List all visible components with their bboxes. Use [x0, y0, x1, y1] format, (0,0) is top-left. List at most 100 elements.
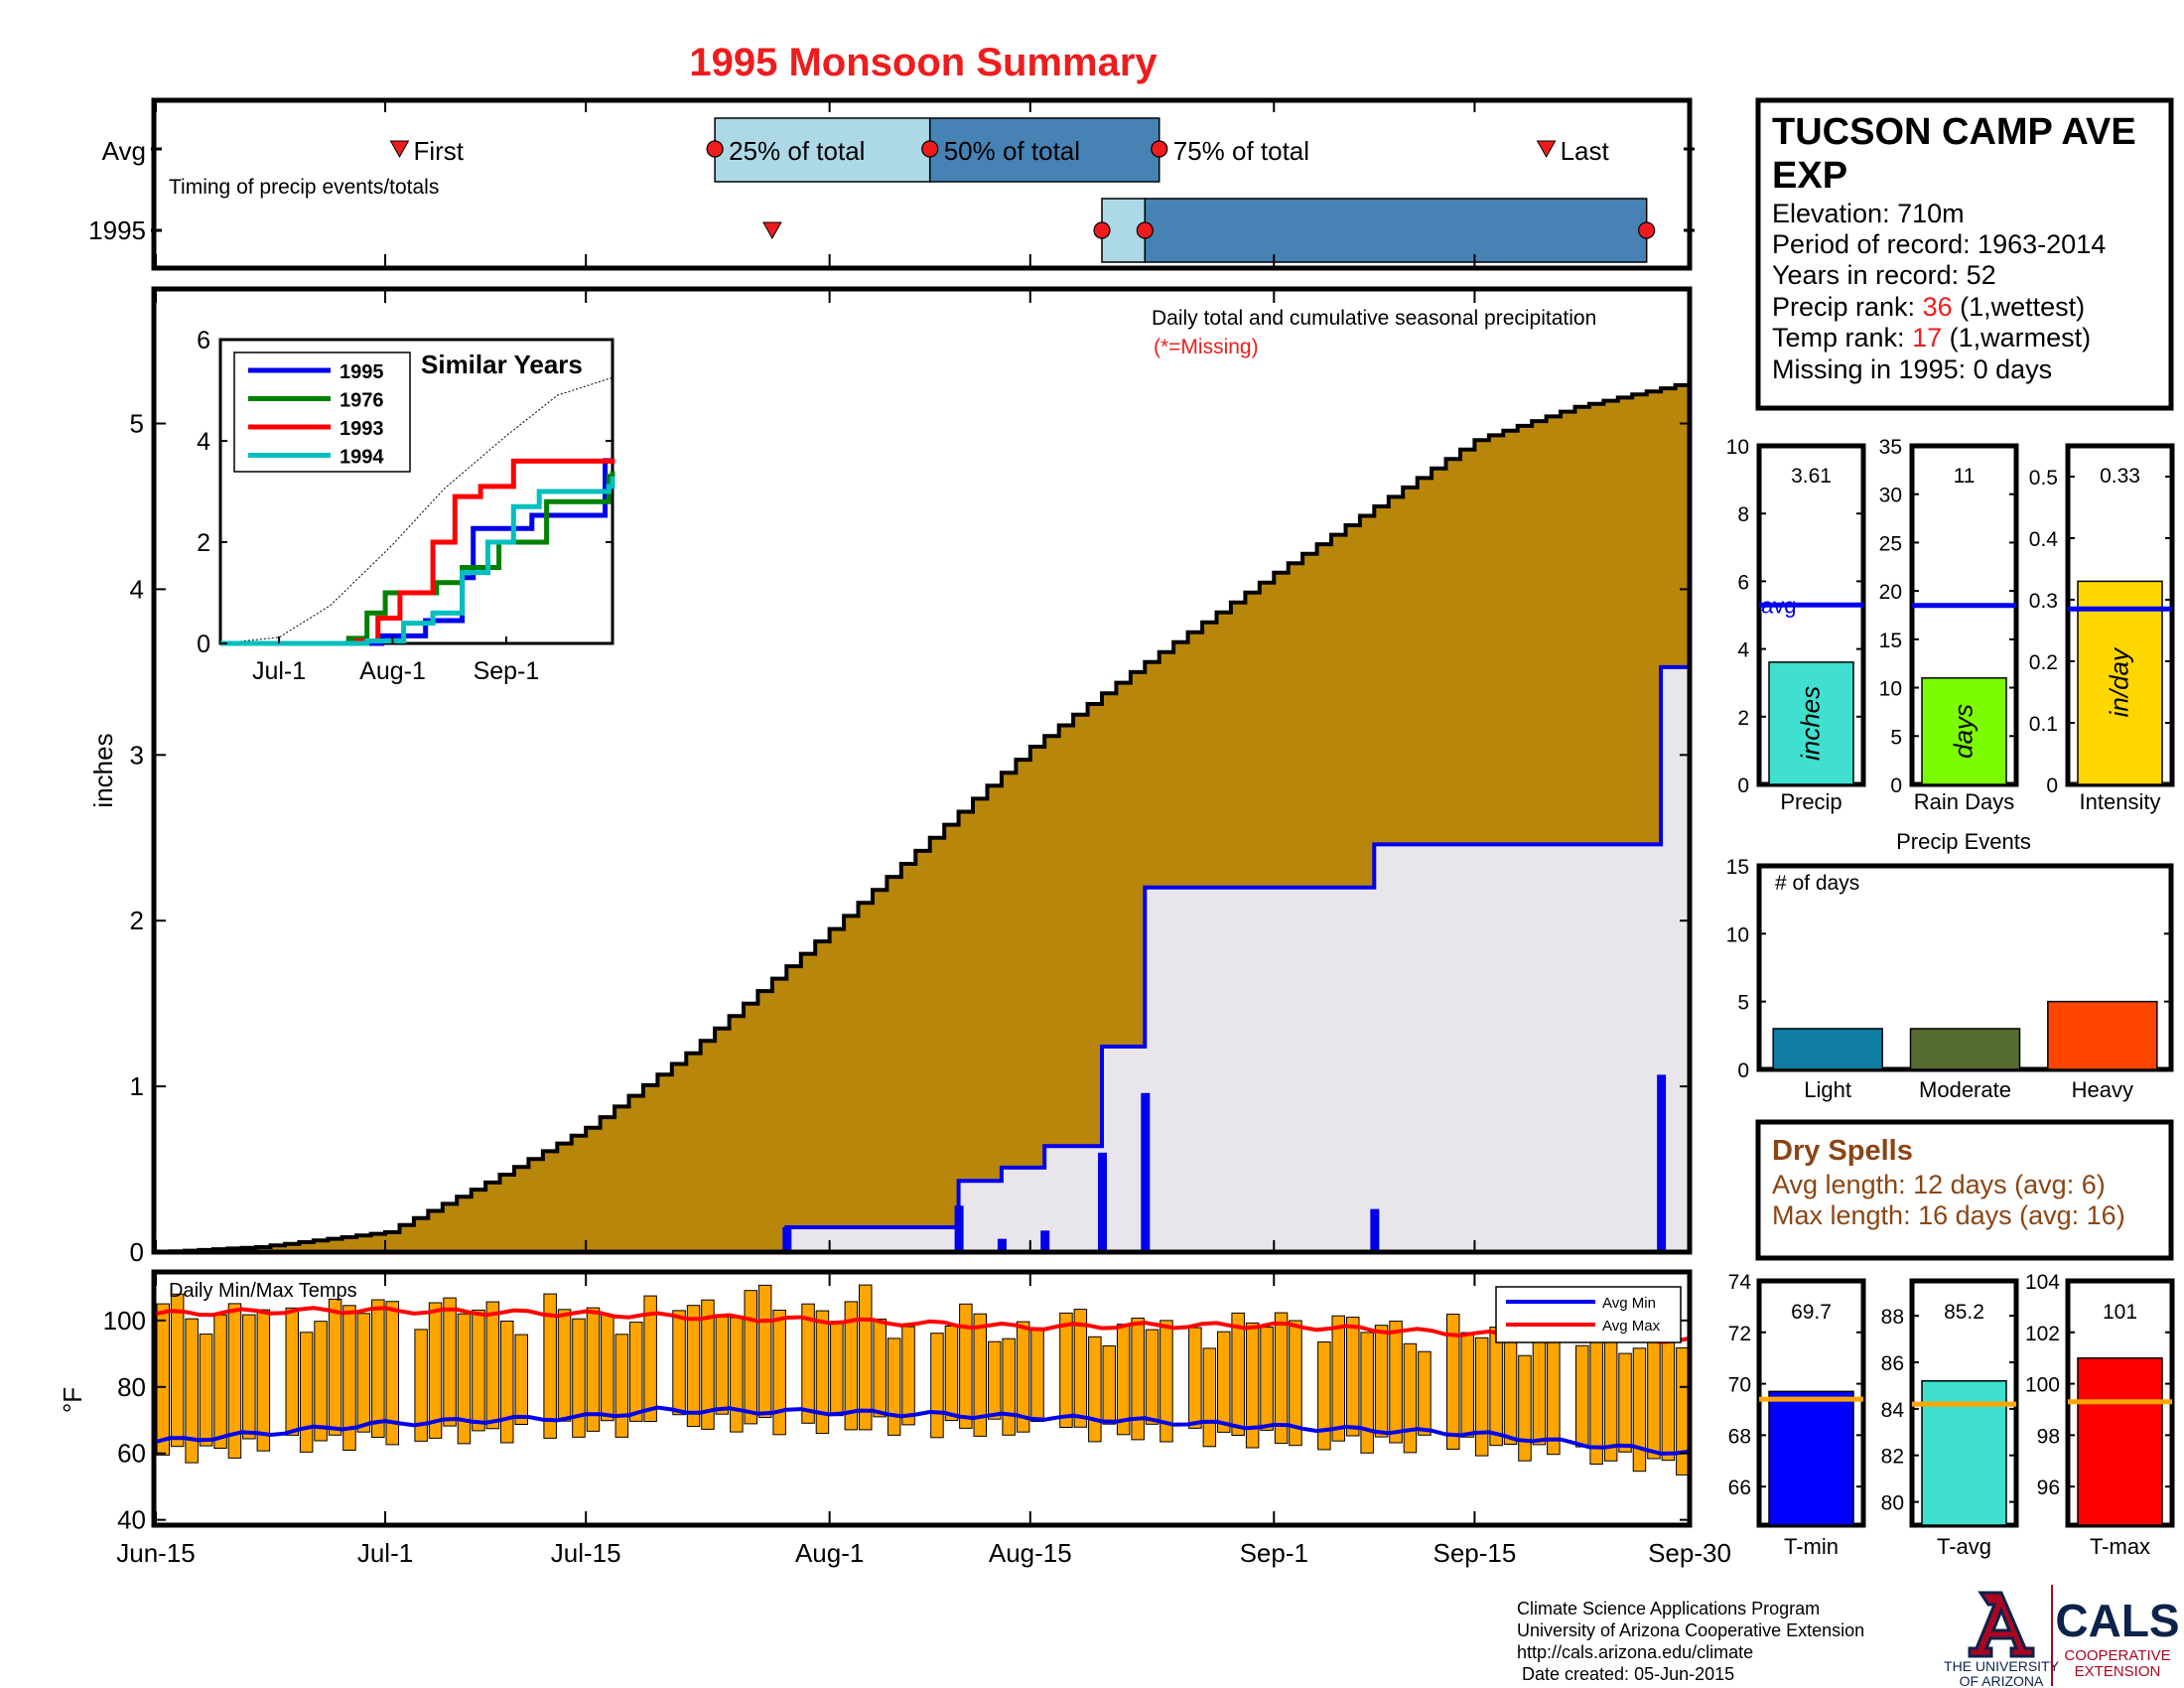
daily-temp-bar — [1260, 1327, 1274, 1431]
stat-ytick-label: 2 — [1737, 707, 1749, 730]
missing-note: (*=Missing) — [1154, 336, 1259, 358]
daily-temp-bar — [428, 1302, 443, 1439]
daily-temp-bar — [686, 1305, 701, 1428]
daily-temp-bar — [557, 1309, 572, 1422]
daily-temp-bar — [887, 1337, 901, 1436]
daily-temp-bar — [1460, 1332, 1474, 1438]
date-tick-label: Aug-1 — [795, 1538, 864, 1568]
timing-panel: First 25% of total 50% of total 75% of tota… — [88, 97, 1695, 271]
temps-ytick-label: 80 — [117, 1372, 146, 1402]
daily-temp-bar — [1575, 1344, 1589, 1448]
avg-p50-marker — [921, 140, 939, 158]
daily-temp-bar — [1274, 1312, 1289, 1445]
inset-legend-1993: 1993 — [340, 418, 384, 440]
precip-event-label: Moderate — [1919, 1077, 2011, 1102]
precip-event-label: Heavy — [2072, 1077, 2133, 1102]
daily-temp-bar — [1059, 1312, 1073, 1429]
ua-logo-text-2: OF ARIZONA — [1960, 1673, 2044, 1688]
precip-ytick-label: 1 — [130, 1071, 144, 1101]
events-ytick-label: 0 — [1737, 1059, 1749, 1082]
daily-temp-bar — [1317, 1341, 1331, 1451]
stat-label: Intensity — [2080, 789, 2161, 814]
footer-line-3: http://cals.arizona.edu/climate — [1517, 1642, 1753, 1662]
date-tick-label: Sep-1 — [1240, 1538, 1308, 1568]
daily-temp-bar — [256, 1309, 271, 1452]
temp-stat-label: T-min — [1784, 1534, 1839, 1559]
avg-q2-box — [928, 117, 1160, 183]
temp-stat-ytick-label: 82 — [1881, 1446, 1904, 1469]
temps-caption: Daily Min/Max Temps — [169, 1280, 357, 1302]
precip-events-title: Precip Events — [1896, 829, 2031, 854]
temps-ytick-label: 100 — [103, 1306, 146, 1336]
precip-stat-bars: 0 2 4 6 8 10 3.61 inches Precip avg 0 5 10 15 20 25 30 35… — [1726, 436, 2175, 814]
precip-event-bar — [1772, 1028, 1883, 1070]
daily-temp-bar — [1676, 1347, 1690, 1476]
daily-temp-bar — [744, 1290, 757, 1425]
date-tick-label: Sep-15 — [1433, 1538, 1516, 1568]
daily-temp-bar — [730, 1317, 744, 1433]
stat-label: Precip — [1780, 789, 1842, 814]
avg-max-line — [155, 1306, 1691, 1344]
temp-stat-label: T-max — [2090, 1534, 2150, 1559]
precip-event-bar — [1909, 1028, 2021, 1070]
inset-xtick-label: Jul-1 — [252, 657, 306, 685]
date-tick-label: Sep-30 — [1648, 1538, 1731, 1568]
year-first-marker — [762, 221, 782, 240]
footer-line-4: Date created: 05-Jun-2015 — [1517, 1664, 1734, 1684]
avg-p75-label: 75% of total — [1173, 136, 1309, 166]
inset-ytick-label: 0 — [197, 631, 210, 658]
precip-event-bar — [2047, 1000, 2158, 1070]
temp-stat-ytick-label: 80 — [1881, 1492, 1904, 1515]
footer: Climate Science Applications Program Uni… — [1517, 1585, 2180, 1688]
daily-temp-bar — [1374, 1325, 1389, 1438]
daily-temp-bar — [1245, 1322, 1260, 1449]
daily-temp-bar — [830, 1321, 844, 1417]
daily-temp-bar — [572, 1318, 586, 1438]
inset-legend-1994: 1994 — [340, 447, 384, 469]
stat-bar-rain-days: 0 5 10 15 20 25 30 35 11 days Rain Days — [1879, 436, 2019, 814]
daily-temp-bar — [715, 1316, 730, 1415]
events-ytick-label: 10 — [1726, 923, 1749, 946]
inset-series-1995 — [220, 458, 613, 646]
stat-value: 0.33 — [2100, 465, 2140, 488]
daily-temp-bar — [1360, 1332, 1374, 1454]
precip-ytick-label: 3 — [130, 740, 144, 770]
daily-temp-bar — [772, 1310, 786, 1436]
dry-spells-title: Dry Spells — [1772, 1135, 1913, 1167]
temp-stat-ytick-label: 70 — [1728, 1374, 1751, 1397]
date-tick-label: Jul-1 — [357, 1538, 413, 1568]
dry-spells-box: Dry Spells Avg length: 12 days (avg: 6) … — [1755, 1119, 2174, 1261]
daily-temp-bar — [170, 1293, 185, 1448]
precip-events-caption: # of days — [1775, 872, 1859, 895]
station-info-box: TUCSON CAMP AVE EXP Elevation: 710m Peri… — [1755, 97, 2174, 411]
precip-events-panel: Precip Events Light Moderate Heavy 0 5 10 15 #… — [1726, 829, 2174, 1102]
precip-ytick-label: 2 — [130, 906, 144, 935]
daily-temp-bar — [1589, 1336, 1603, 1465]
daily-temp-bar — [959, 1303, 973, 1429]
temp-stat-fill — [1768, 1390, 1854, 1526]
cals-sub-2: EXTENSION — [2075, 1663, 2161, 1680]
cals-logo: CALS — [2055, 1595, 2179, 1646]
daily-temp-bar — [1217, 1331, 1231, 1433]
temp-stat-ytick-label: 102 — [2025, 1323, 2060, 1345]
daily-temp-bar — [443, 1297, 457, 1427]
daily-temp-bar — [514, 1334, 528, 1425]
temp-stat-ytick-label: 72 — [1728, 1323, 1751, 1345]
daily-temp-bar — [314, 1321, 328, 1442]
temp-stat-ytick-label: 96 — [2037, 1477, 2060, 1499]
temp-stat-ytick-label: 86 — [1881, 1352, 1904, 1375]
daily-temp-bar — [859, 1284, 873, 1431]
temps-ytick-label: 40 — [117, 1505, 146, 1535]
station-years: Years in record: 52 — [1772, 260, 1996, 290]
date-tick-label: Jul-15 — [551, 1538, 621, 1568]
year-p75-marker — [1638, 221, 1656, 239]
daily-temp-bar — [1389, 1321, 1403, 1444]
daily-temp-bar — [1030, 1328, 1044, 1422]
daily-temp-bar — [285, 1307, 299, 1436]
stat-ytick-label: 6 — [1737, 571, 1749, 594]
legend-avg-min: Avg Min — [1602, 1295, 1656, 1312]
daily-precip-bar — [1370, 1208, 1380, 1252]
daily-precip-bar — [997, 1238, 1007, 1252]
temp-stat-t-min: 66 68 70 72 74 69.7 T-min — [1728, 1271, 1866, 1559]
